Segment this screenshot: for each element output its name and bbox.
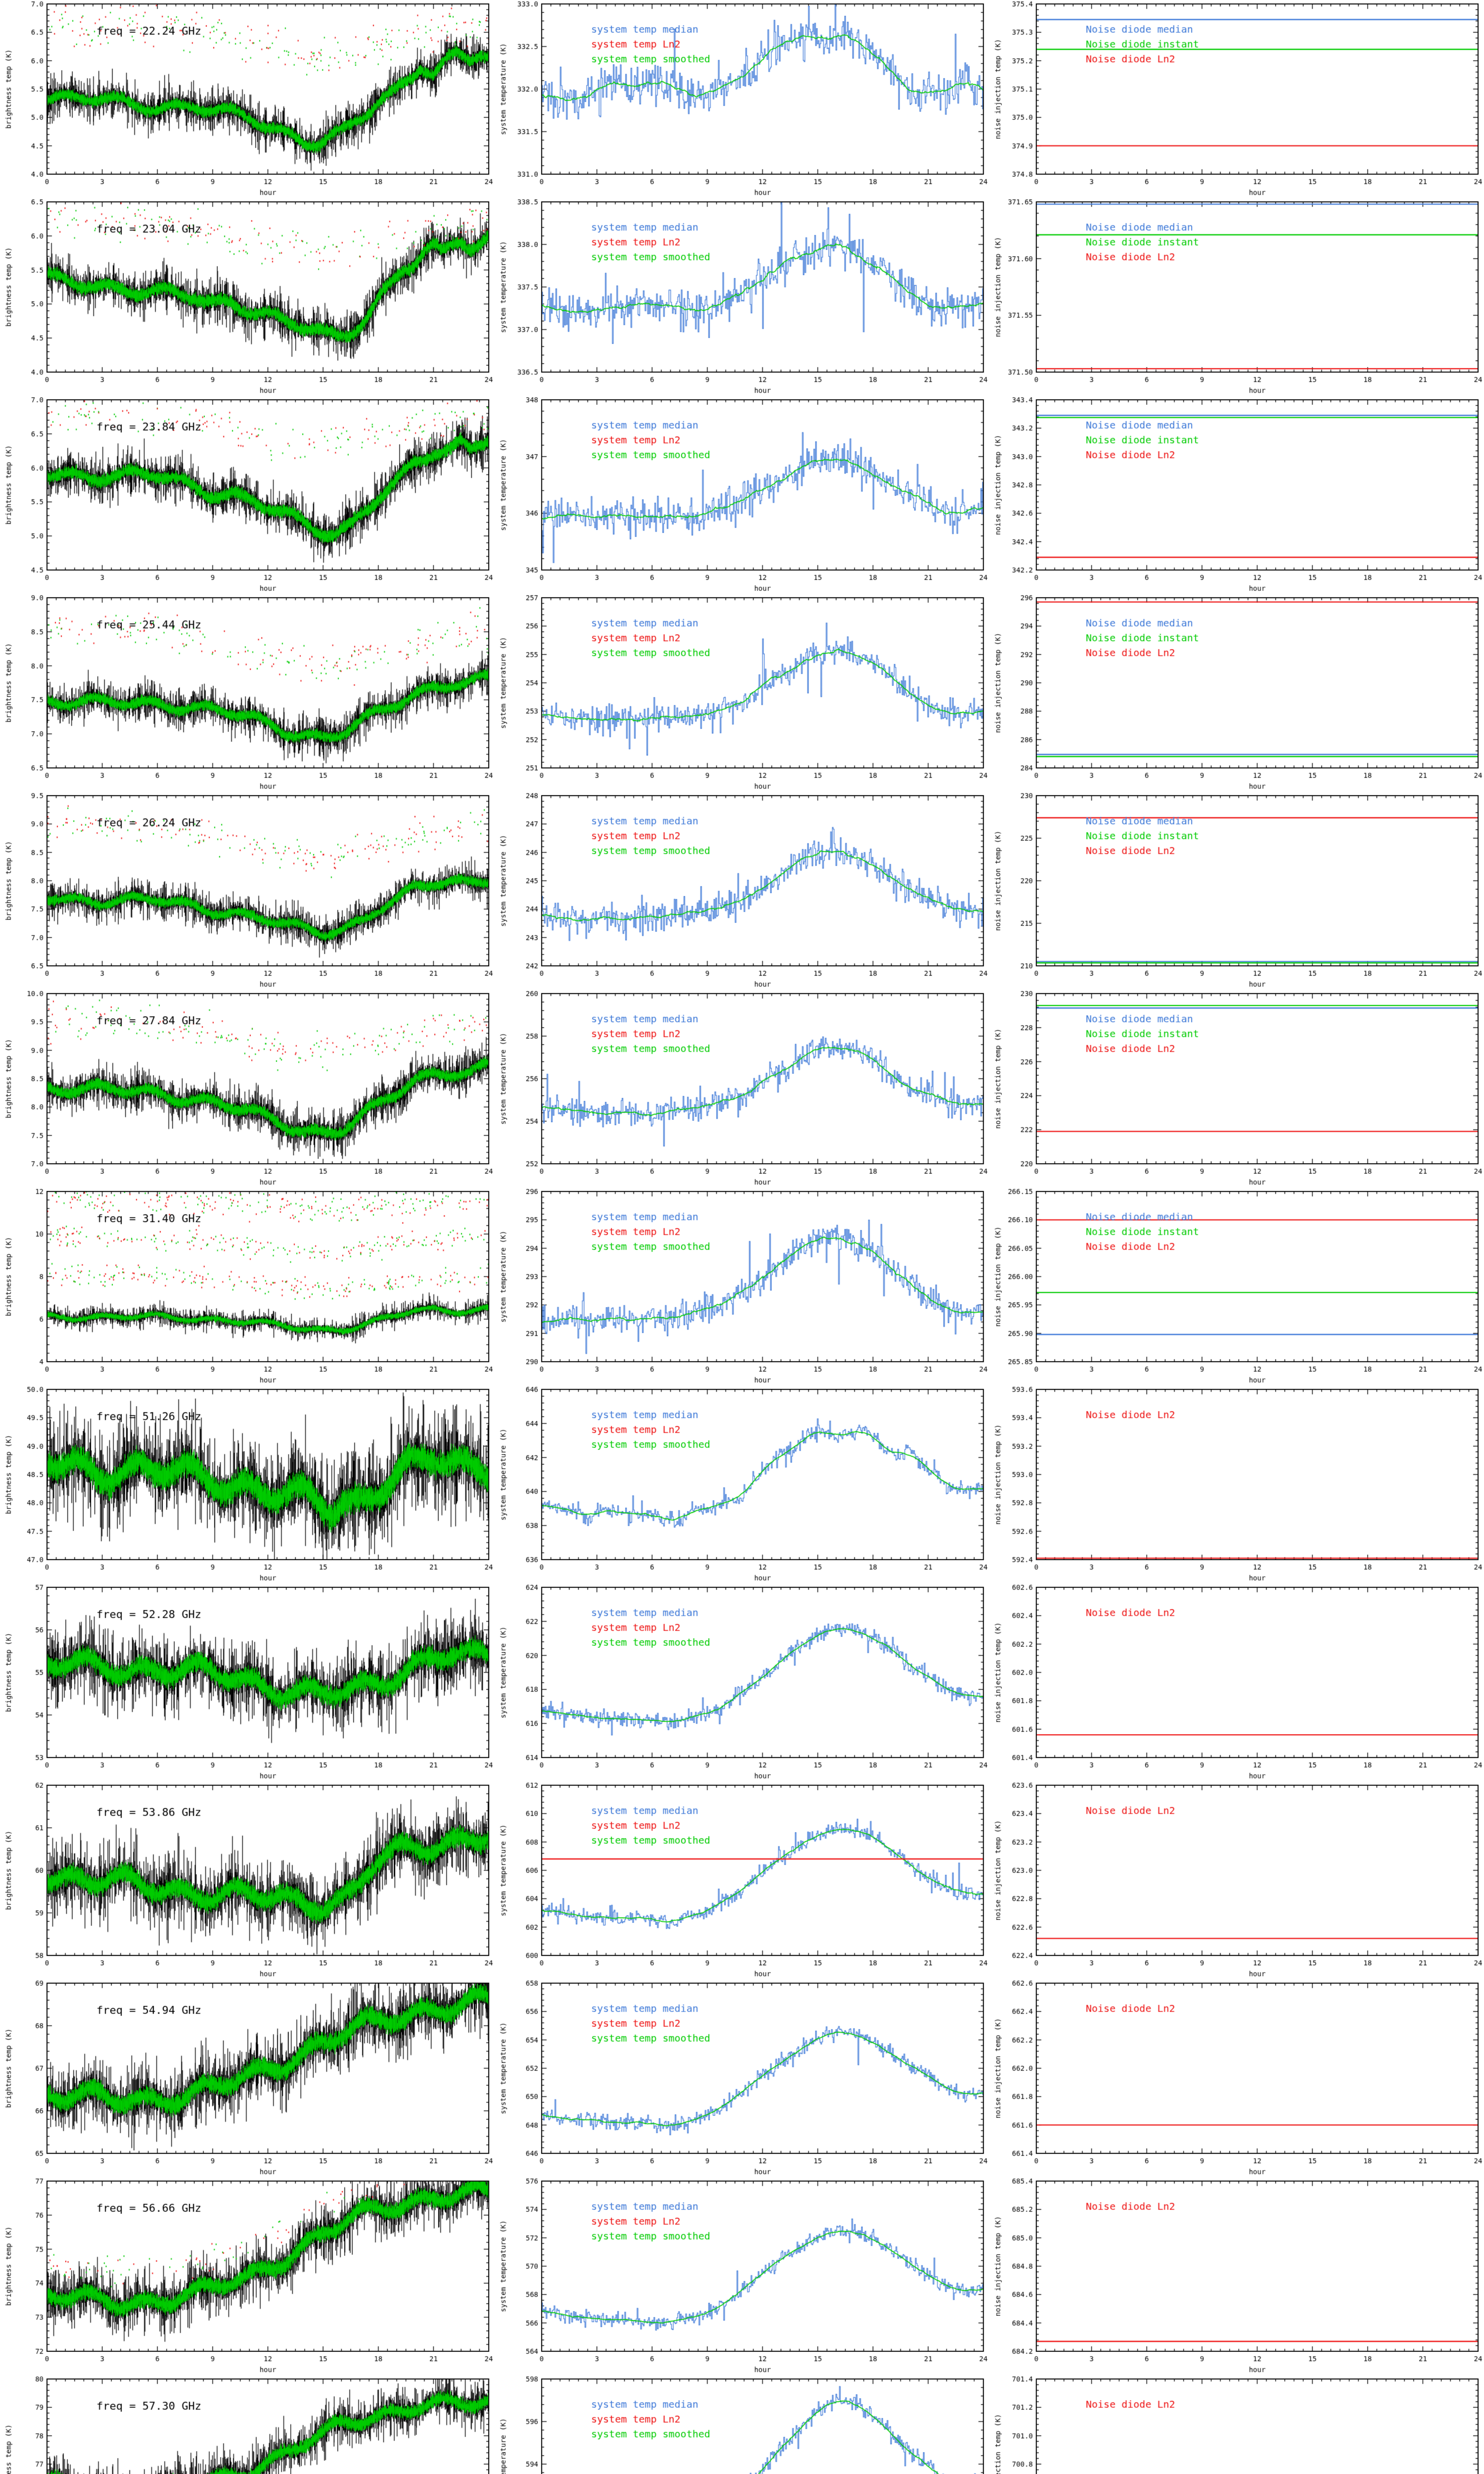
panel-row3-noise-diode-canvas	[989, 396, 1484, 594]
panel-row1-brightness-temp	[0, 0, 495, 198]
panel-row13-noise-diode-canvas	[989, 2375, 1484, 2474]
panel-row2-system-temp-canvas	[495, 198, 989, 396]
panel-row12-brightness-temp-canvas	[0, 2177, 495, 2375]
panel-row1-noise-diode	[989, 0, 1484, 198]
panel-row5-brightness-temp-canvas	[0, 792, 495, 990]
plot-row-52.28ghz	[0, 1583, 1484, 1781]
plot-row-31.4ghz	[0, 1188, 1484, 1385]
panel-row12-system-temp-canvas	[495, 2177, 989, 2375]
panel-row5-brightness-temp	[0, 792, 495, 990]
panel-row6-noise-diode-canvas	[989, 990, 1484, 1188]
panel-row12-noise-diode	[989, 2177, 1484, 2375]
panel-row9-system-temp-canvas	[495, 1583, 989, 1781]
panel-row13-noise-diode	[989, 2375, 1484, 2474]
plot-row-27.84ghz	[0, 990, 1484, 1188]
panel-row3-brightness-temp-canvas	[0, 396, 495, 594]
panel-row13-brightness-temp	[0, 2375, 495, 2474]
plot-row-26.24ghz	[0, 792, 1484, 990]
plot-row-54.94ghz	[0, 1979, 1484, 2177]
panel-row5-system-temp	[495, 792, 989, 990]
panel-row7-brightness-temp	[0, 1188, 495, 1385]
panel-row9-noise-diode-canvas	[989, 1583, 1484, 1781]
panel-row4-noise-diode-canvas	[989, 594, 1484, 792]
panel-row8-brightness-temp-canvas	[0, 1385, 495, 1583]
panel-row11-brightness-temp-canvas	[0, 1979, 495, 2177]
panel-row13-system-temp-canvas	[495, 2375, 989, 2474]
panel-row7-noise-diode-canvas	[989, 1188, 1484, 1385]
panel-row10-noise-diode-canvas	[989, 1781, 1484, 1979]
panel-row6-brightness-temp-canvas	[0, 990, 495, 1188]
panel-row8-system-temp	[495, 1385, 989, 1583]
panel-row11-system-temp-canvas	[495, 1979, 989, 2177]
panel-row5-system-temp-canvas	[495, 792, 989, 990]
panel-row5-noise-diode-canvas	[989, 792, 1484, 990]
plot-row-57.3ghz	[0, 2375, 1484, 2474]
plot-row-53.86ghz	[0, 1781, 1484, 1979]
panel-row9-brightness-temp-canvas	[0, 1583, 495, 1781]
panel-row11-noise-diode	[989, 1979, 1484, 2177]
panel-row2-brightness-temp-canvas	[0, 198, 495, 396]
panel-row8-noise-diode	[989, 1385, 1484, 1583]
panel-row10-system-temp-canvas	[495, 1781, 989, 1979]
panel-row3-brightness-temp	[0, 396, 495, 594]
panel-row2-noise-diode	[989, 198, 1484, 396]
panel-row1-brightness-temp-canvas	[0, 0, 495, 198]
panel-row10-brightness-temp-canvas	[0, 1781, 495, 1979]
plot-row-22.24ghz	[0, 0, 1484, 198]
panel-row4-noise-diode	[989, 594, 1484, 792]
panel-row9-noise-diode	[989, 1583, 1484, 1781]
panel-row4-brightness-temp-canvas	[0, 594, 495, 792]
panel-row6-brightness-temp	[0, 990, 495, 1188]
panel-row13-system-temp	[495, 2375, 989, 2474]
plot-row-25.44ghz	[0, 594, 1484, 792]
panel-row7-system-temp	[495, 1188, 989, 1385]
panel-row11-noise-diode-canvas	[989, 1979, 1484, 2177]
panel-row4-system-temp-canvas	[495, 594, 989, 792]
panel-row1-system-temp-canvas	[495, 0, 989, 198]
panel-row3-noise-diode	[989, 396, 1484, 594]
panel-row12-brightness-temp	[0, 2177, 495, 2375]
panel-row12-noise-diode-canvas	[989, 2177, 1484, 2375]
panel-row1-system-temp	[495, 0, 989, 198]
panel-row10-system-temp	[495, 1781, 989, 1979]
panel-row4-brightness-temp	[0, 594, 495, 792]
panel-row13-brightness-temp-canvas	[0, 2375, 495, 2474]
plot-row-56.66ghz	[0, 2177, 1484, 2375]
panel-row7-brightness-temp-canvas	[0, 1188, 495, 1385]
panel-row12-system-temp	[495, 2177, 989, 2375]
plot-row-23.84ghz	[0, 396, 1484, 594]
panel-row5-noise-diode	[989, 792, 1484, 990]
panel-row7-noise-diode	[989, 1188, 1484, 1385]
panel-row8-system-temp-canvas	[495, 1385, 989, 1583]
panel-row4-system-temp	[495, 594, 989, 792]
plot-row-51.26ghz	[0, 1385, 1484, 1583]
panel-row9-system-temp	[495, 1583, 989, 1781]
panel-row2-noise-diode-canvas	[989, 198, 1484, 396]
panel-row7-system-temp-canvas	[495, 1188, 989, 1385]
panel-row10-brightness-temp	[0, 1781, 495, 1979]
panel-row11-brightness-temp	[0, 1979, 495, 2177]
panel-row10-noise-diode	[989, 1781, 1484, 1979]
panel-row1-noise-diode-canvas	[989, 0, 1484, 198]
panel-row2-system-temp	[495, 198, 989, 396]
panel-row9-brightness-temp	[0, 1583, 495, 1781]
panel-row3-system-temp-canvas	[495, 396, 989, 594]
panel-row6-noise-diode	[989, 990, 1484, 1188]
panel-row3-system-temp	[495, 396, 989, 594]
panel-row6-system-temp	[495, 990, 989, 1188]
panel-row11-system-temp	[495, 1979, 989, 2177]
panel-row2-brightness-temp	[0, 198, 495, 396]
plot-row-23.04ghz	[0, 198, 1484, 396]
panel-row6-system-temp-canvas	[495, 990, 989, 1188]
panel-row8-brightness-temp	[0, 1385, 495, 1583]
panel-row8-noise-diode-canvas	[989, 1385, 1484, 1583]
